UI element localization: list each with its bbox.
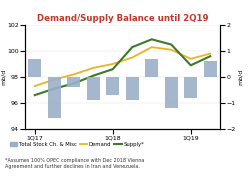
Title: Demand/Supply Balance until 2Q19: Demand/Supply Balance until 2Q19: [37, 14, 208, 23]
Bar: [68, 77, 80, 87]
Text: *Assumes 100% OPEC compliance with Dec 2018 Vienna
Agreement and further decline: *Assumes 100% OPEC compliance with Dec 2…: [5, 158, 144, 169]
Bar: [48, 77, 60, 118]
Y-axis label: mb/d: mb/d: [0, 69, 5, 85]
Legend: Total Stock Ch. & Misc, Demand, Supply*: Total Stock Ch. & Misc, Demand, Supply*: [8, 139, 146, 149]
Y-axis label: mb/d: mb/d: [238, 69, 243, 85]
Bar: [87, 77, 100, 100]
Bar: [184, 77, 197, 98]
Bar: [28, 59, 41, 77]
Bar: [126, 77, 138, 100]
Bar: [106, 77, 119, 95]
Bar: [165, 77, 177, 108]
Bar: [204, 61, 216, 77]
Bar: [146, 59, 158, 77]
